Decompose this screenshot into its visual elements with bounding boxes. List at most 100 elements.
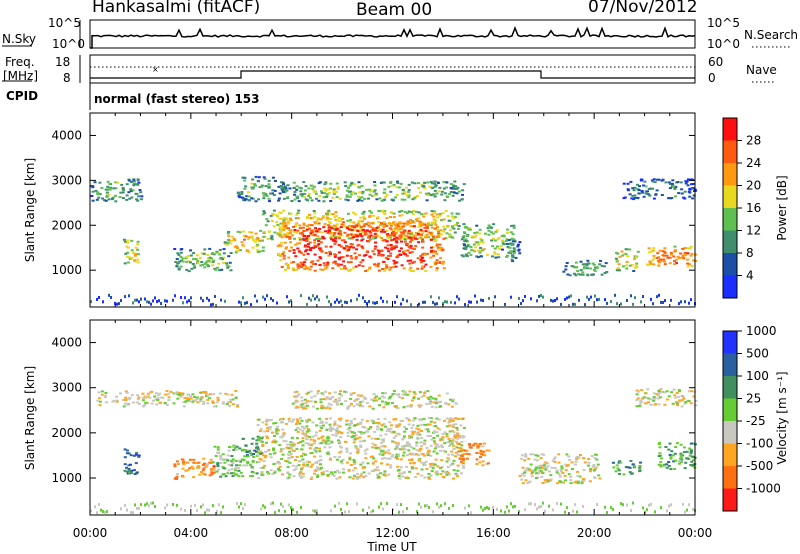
velocity-cell — [319, 463, 322, 466]
velocity-cell — [321, 393, 325, 396]
velocity-cell — [300, 405, 304, 408]
power-cell — [411, 213, 415, 216]
velocity-clutter — [296, 510, 298, 514]
power-cell — [647, 247, 651, 250]
power-cell — [301, 226, 305, 229]
velocity-cell — [298, 428, 302, 431]
power-cell — [333, 239, 337, 242]
power-cell — [421, 265, 425, 268]
velocity-cell — [348, 426, 352, 429]
velocity-cell — [141, 392, 145, 395]
velocity-cell — [444, 471, 447, 474]
power-cell — [347, 237, 351, 240]
velocity-cell — [445, 392, 449, 395]
power-cell — [223, 241, 227, 244]
power-cell — [509, 231, 513, 234]
power-x-ticks — [89, 113, 696, 307]
velocity-cell — [404, 392, 408, 395]
power-cell — [325, 263, 329, 266]
power-cell — [375, 198, 379, 201]
velocity-cell — [125, 449, 129, 452]
power-cell — [353, 229, 357, 232]
power-cell — [377, 262, 381, 265]
power-cell — [251, 246, 255, 249]
power-cell — [377, 209, 381, 212]
power-y-label: Slant Range [km] — [23, 158, 37, 262]
x-axis-title: Time UT — [366, 540, 417, 554]
x-tick-label: 04:00 — [174, 526, 209, 540]
velocity-cell — [463, 449, 467, 452]
velocity-cell — [564, 479, 567, 482]
velocity-cell — [416, 424, 420, 427]
power-cell — [318, 181, 322, 184]
velocity-cell — [291, 449, 295, 452]
velocity-cell — [436, 465, 440, 468]
power-cell — [492, 237, 496, 240]
velocity-cell — [410, 399, 414, 402]
velocity-cell — [465, 449, 469, 452]
velocity-cell — [276, 429, 280, 432]
velocity-cell — [582, 468, 586, 471]
velocity-cell — [210, 473, 214, 476]
velocity-cell — [301, 432, 305, 435]
velocity-cell — [339, 460, 343, 463]
velocity-clutter — [660, 506, 662, 510]
power-cell — [326, 231, 330, 234]
power-clutter — [152, 299, 154, 303]
power-clutter — [118, 302, 120, 306]
velocity-cell — [335, 401, 339, 404]
velocity-cell — [289, 444, 293, 447]
power-cell — [648, 251, 652, 254]
velocity-cell — [186, 469, 190, 472]
velocity-cell — [598, 477, 602, 480]
velocity-clutter — [504, 510, 506, 514]
velocity-cell — [314, 434, 318, 437]
velocity-cell — [322, 471, 326, 473]
velocity-cell — [356, 397, 360, 400]
velocity-cell — [534, 454, 538, 457]
power-clutter — [326, 295, 328, 299]
power-cell — [585, 264, 589, 267]
velocity-cell — [278, 462, 281, 465]
power-cell — [579, 260, 583, 263]
velocity-cell — [179, 395, 183, 398]
velocity-clutter — [134, 503, 136, 507]
power-cell — [249, 231, 253, 234]
power-cell — [345, 189, 349, 192]
velocity-cell — [206, 398, 210, 401]
velocity-cell — [135, 472, 139, 475]
power-cell — [359, 227, 363, 230]
velocity-cell — [345, 391, 348, 394]
power-cell — [352, 221, 356, 224]
velocity-cell — [593, 467, 597, 470]
velocity-cell — [461, 436, 465, 439]
power-cell — [346, 245, 350, 248]
power-cell — [686, 265, 690, 268]
power-cell — [420, 261, 423, 264]
power-cell — [599, 259, 602, 262]
power-cell — [373, 189, 377, 192]
power-cell — [329, 200, 333, 202]
power-cell — [400, 210, 404, 212]
velocity-cell — [285, 460, 289, 463]
power-cell — [364, 254, 368, 256]
velocity-cell — [461, 464, 465, 467]
velocity-cell — [202, 402, 205, 405]
velocity-cell — [400, 445, 404, 448]
power-cell — [648, 260, 652, 263]
velocity-cell — [427, 397, 431, 400]
velocity-cell — [371, 462, 375, 465]
velocity-cell — [296, 421, 300, 424]
power-cell — [340, 223, 344, 226]
velocity-cell — [123, 469, 127, 472]
power-cell — [423, 223, 427, 226]
velocity-cell — [386, 457, 390, 460]
power-cell — [404, 234, 408, 237]
velocity-cell — [667, 465, 671, 467]
velocity-cell — [295, 423, 298, 425]
power-cell — [675, 258, 679, 261]
velocity-cell — [561, 472, 565, 474]
velocity-cell — [199, 400, 203, 403]
velocity-cell — [424, 390, 427, 393]
power-cell — [297, 266, 300, 269]
